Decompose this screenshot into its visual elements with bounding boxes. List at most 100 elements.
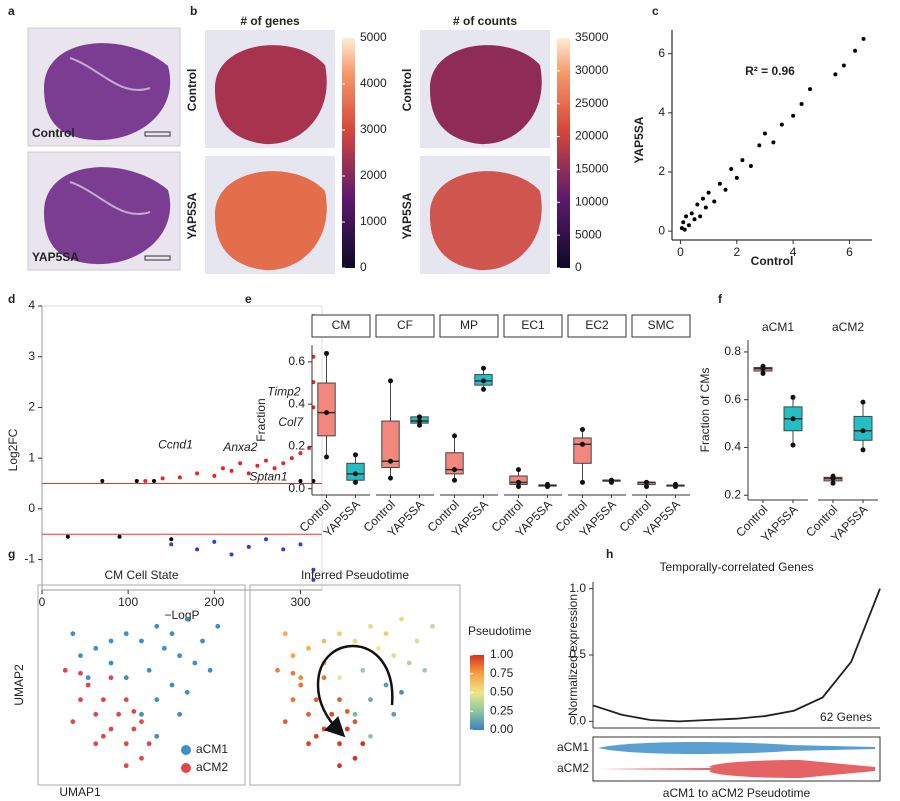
cell — [85, 682, 91, 688]
cell — [123, 763, 129, 769]
sample-point — [760, 370, 766, 376]
cell — [177, 711, 183, 717]
cell — [161, 645, 167, 651]
sample-point — [644, 479, 649, 485]
legend-swatch — [181, 745, 191, 755]
sample-point — [353, 452, 358, 458]
y-tick-label: 2 — [28, 400, 35, 414]
annotation: R² = 0.96 — [745, 64, 795, 78]
cell — [306, 645, 311, 651]
cell — [360, 741, 366, 747]
y-tick-label: 0.4 — [288, 396, 305, 410]
point — [212, 473, 217, 478]
point — [740, 158, 745, 163]
facet-title: MP — [460, 318, 478, 332]
point — [177, 475, 182, 480]
facet-strip — [311, 314, 371, 338]
point — [134, 478, 139, 483]
panel-letter: e — [245, 292, 252, 306]
x-axis-label: UMAP1 — [59, 785, 101, 799]
x-axis-label: aCM1 to aCM2 Pseudotime — [663, 786, 811, 800]
gene-label: Timp2 — [267, 384, 301, 398]
facet-title: EC2 — [585, 318, 609, 332]
point — [152, 478, 156, 483]
sample-point — [830, 476, 836, 482]
legend-label: aCM2 — [196, 760, 228, 774]
point — [712, 199, 717, 204]
cell — [62, 667, 68, 673]
y-axis-label: YAP5SA — [632, 116, 646, 163]
y-tick-label: 0.0 — [288, 481, 305, 495]
facet-title: aCM2 — [832, 320, 864, 334]
y-axis-label: Fraction of CMs — [698, 368, 712, 453]
cell — [391, 653, 397, 659]
point — [682, 227, 687, 232]
panel-letter: h — [606, 547, 613, 561]
tissue — [44, 43, 171, 141]
cell — [177, 653, 183, 659]
point — [160, 476, 165, 481]
cell — [337, 675, 342, 681]
y-tick-label: 0.4 — [724, 440, 741, 454]
cell — [139, 719, 144, 725]
point — [686, 223, 691, 228]
sample-point — [790, 394, 796, 400]
distribution — [598, 760, 875, 778]
umap-frame — [249, 584, 461, 786]
cell — [108, 675, 114, 681]
sample-point — [353, 479, 358, 485]
facet-title: EC1 — [521, 318, 545, 332]
sample-point — [860, 428, 866, 434]
point — [281, 461, 286, 466]
sample-point — [830, 480, 836, 486]
cell — [146, 741, 152, 747]
point — [771, 140, 776, 145]
point — [281, 547, 286, 552]
sample-point — [609, 479, 614, 485]
cell — [344, 709, 350, 714]
cell — [78, 697, 83, 703]
cell — [282, 631, 288, 637]
point — [311, 567, 316, 572]
colorbar-tick-label: 4000 — [360, 76, 387, 90]
colorbar-tick-label: 0.00 — [490, 722, 514, 736]
colorbar-tick-label: 0 — [360, 260, 367, 274]
cell — [139, 755, 144, 761]
cell — [123, 675, 129, 681]
cell — [123, 631, 129, 637]
cell — [414, 638, 420, 644]
colorbar-tick-label: 3000 — [360, 122, 387, 136]
distribution — [598, 741, 875, 755]
sample-point — [417, 414, 422, 420]
cell — [313, 697, 319, 703]
cell — [306, 711, 311, 717]
y-tick-label: 2 — [658, 164, 665, 178]
row-label: Control — [400, 69, 414, 112]
point — [706, 190, 711, 195]
point — [307, 446, 312, 450]
point — [723, 187, 728, 192]
cell — [383, 631, 389, 637]
cell — [184, 689, 190, 695]
point — [684, 214, 689, 219]
panel-title: # of genes — [240, 14, 300, 28]
cell — [70, 719, 76, 725]
cell — [154, 623, 160, 629]
y-tick-label: 1.0 — [569, 581, 586, 595]
box — [573, 437, 592, 464]
sample-point — [388, 378, 393, 384]
strip-frame — [592, 736, 881, 782]
x-axis-label: −LogP — [164, 608, 199, 622]
sample-point — [388, 475, 393, 481]
sample-point — [481, 378, 486, 384]
y-tick-label: 0.8 — [724, 344, 741, 358]
gene-label: Ccnd1 — [158, 438, 193, 452]
point — [734, 175, 739, 180]
cell — [93, 645, 99, 651]
panel-title: Inferred Pseudotime — [301, 568, 409, 582]
x-tick-label: 200 — [204, 595, 224, 609]
panel-letter: g — [8, 547, 15, 561]
cell — [100, 733, 106, 739]
cell — [290, 653, 296, 659]
cell — [70, 631, 76, 637]
